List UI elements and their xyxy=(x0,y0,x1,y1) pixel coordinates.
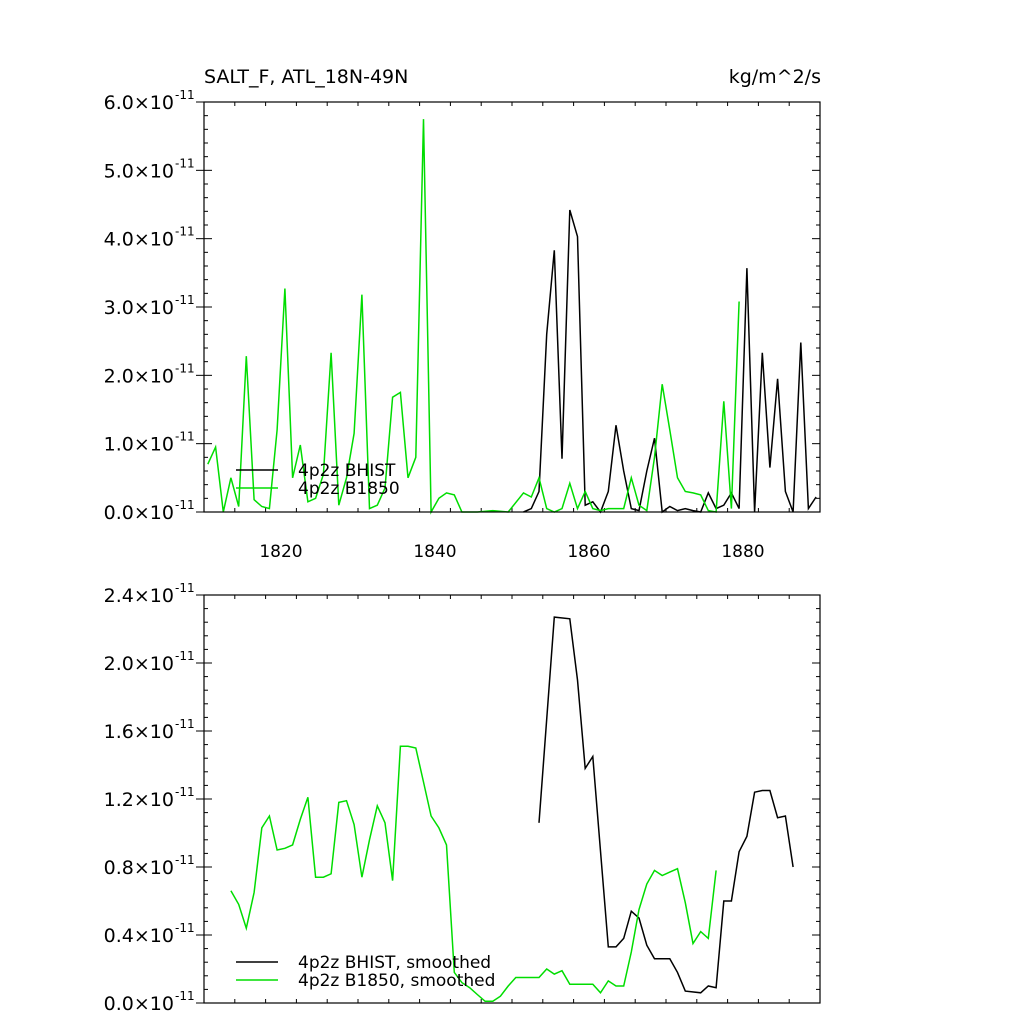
y-tick-label: 5.0×10 xyxy=(104,160,174,182)
y-tick-exponent: -11 xyxy=(175,498,195,512)
top-panel: SALT_F, ATL_18N-49N kg/m^2/s 0.0×10 -111.… xyxy=(104,66,821,562)
y-tick-label: 0.0×10 xyxy=(104,502,174,524)
y-tick-label: 3.0×10 xyxy=(104,297,174,319)
y-tick-exponent: -11 xyxy=(175,785,195,799)
y-tick-label: 2.0×10 xyxy=(104,365,174,387)
y-tick-label: 2.4×10 xyxy=(104,585,174,607)
y-tick-label: 0.0×10 xyxy=(104,993,174,1015)
y-tick-exponent: -11 xyxy=(175,156,195,170)
y-tick-exponent: -11 xyxy=(175,649,195,663)
y-tick-exponent: -11 xyxy=(175,921,195,935)
y-tick-exponent: -11 xyxy=(175,88,195,102)
y-tick-exponent: -11 xyxy=(175,989,195,1003)
plot-frame xyxy=(203,594,821,1004)
y-tick-exponent: -11 xyxy=(175,717,195,731)
legend-label: 4p2z BHIST xyxy=(298,461,396,481)
series-line-b1850 xyxy=(230,745,717,1003)
y-tick-label: 1.6×10 xyxy=(104,721,174,743)
series-line-b1850 xyxy=(207,119,740,515)
x-tick-label: 1840 xyxy=(413,542,456,562)
units-label: kg/m^2/s xyxy=(729,66,821,88)
y-tick-exponent: -11 xyxy=(175,225,195,239)
legend-label: 4p2z BHIST, smoothed xyxy=(298,953,491,973)
y-tick-exponent: -11 xyxy=(175,361,195,375)
bottom-panel: 0.0×10 -110.4×10 -110.8×10 -111.2×10 -111.6×… xyxy=(104,581,821,1015)
y-tick-label: 0.4×10 xyxy=(104,925,174,947)
y-tick-label: 6.0×10 xyxy=(104,92,174,114)
y-tick-label: 1.0×10 xyxy=(104,434,174,456)
y-tick-exponent: -11 xyxy=(175,293,195,307)
y-tick-label: 0.8×10 xyxy=(104,857,174,879)
y-tick-exponent: -11 xyxy=(175,853,195,867)
y-tick-label: 4.0×10 xyxy=(104,229,174,251)
legend-label: 4p2z B1850, smoothed xyxy=(298,971,495,991)
y-tick-label: 2.0×10 xyxy=(104,653,174,675)
y-tick-label: 1.2×10 xyxy=(104,789,174,811)
x-tick-label: 1820 xyxy=(259,542,302,562)
series-line-bhist xyxy=(523,209,817,514)
x-tick-label: 1880 xyxy=(721,542,764,562)
legend-label: 4p2z B1850 xyxy=(298,479,400,499)
chart-title: SALT_F, ATL_18N-49N xyxy=(204,66,408,88)
x-tick-label: 1860 xyxy=(567,542,610,562)
y-tick-exponent: -11 xyxy=(175,430,195,444)
plot-frame xyxy=(203,101,821,513)
y-tick-exponent: -11 xyxy=(175,581,195,595)
series-line-bhist xyxy=(538,616,794,994)
